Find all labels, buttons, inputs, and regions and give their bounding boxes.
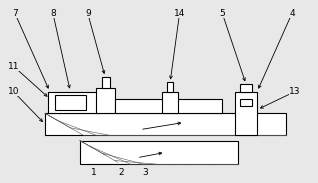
Bar	[48, 92, 99, 113]
Text: 14: 14	[174, 9, 185, 18]
Bar	[240, 99, 252, 106]
Text: 13: 13	[289, 87, 301, 96]
Text: 5: 5	[219, 9, 225, 18]
Text: 11: 11	[8, 61, 19, 71]
Text: 8: 8	[50, 9, 56, 18]
Bar	[115, 99, 222, 113]
Bar	[102, 77, 110, 88]
Bar	[167, 82, 173, 92]
Bar	[54, 95, 86, 110]
Text: 3: 3	[142, 168, 148, 177]
Text: 9: 9	[85, 9, 91, 18]
Bar	[96, 88, 115, 113]
Text: 1: 1	[91, 168, 97, 177]
Bar	[235, 92, 257, 135]
Text: 10: 10	[8, 87, 19, 96]
Text: 7: 7	[12, 9, 18, 18]
Text: 2: 2	[118, 168, 124, 177]
Bar	[45, 113, 286, 135]
Text: 4: 4	[289, 9, 295, 18]
Bar	[240, 84, 252, 92]
Bar	[162, 92, 178, 113]
Bar	[80, 141, 238, 164]
